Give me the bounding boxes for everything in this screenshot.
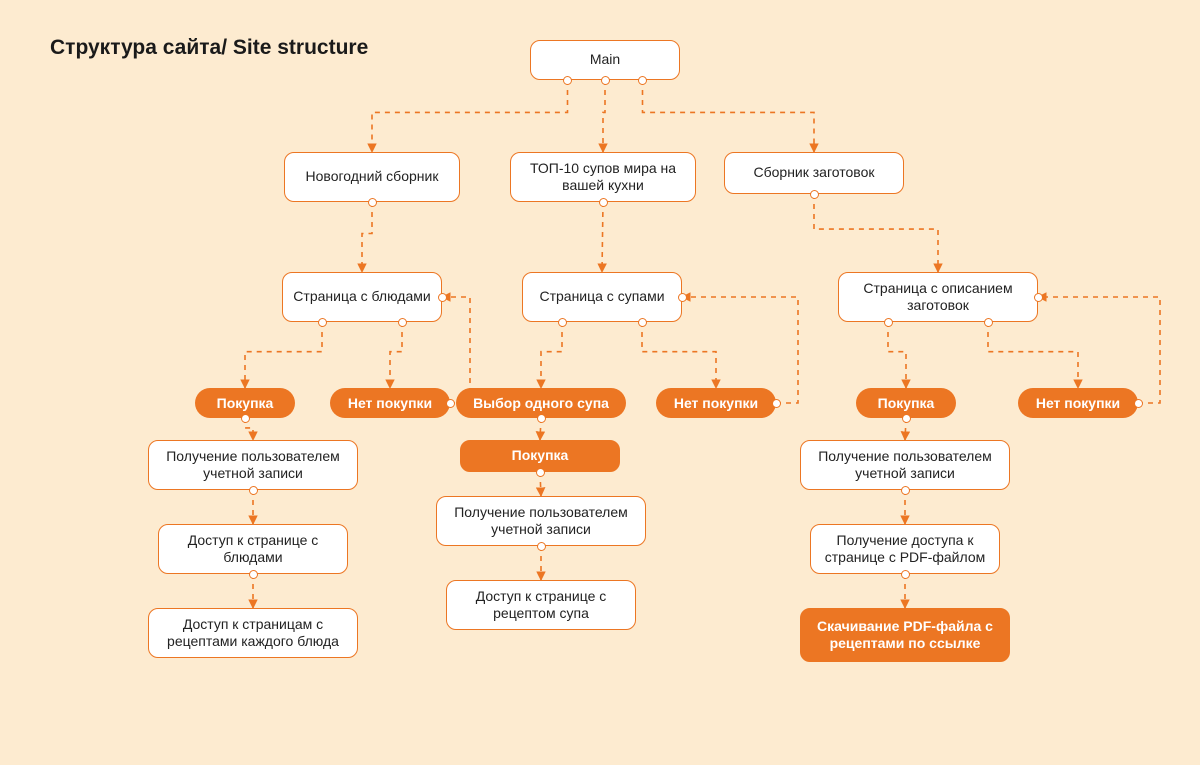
port — [901, 570, 910, 579]
node-d3a: Получение доступа к странице с PDF-файло… — [810, 524, 1000, 574]
port — [884, 318, 893, 327]
node-label: Страница с супами — [539, 288, 664, 306]
node-label: Выбор одного супа — [473, 395, 609, 411]
port — [902, 414, 911, 423]
node-label: Доступ к странице с рецептом супа — [457, 588, 625, 623]
node-label: Сборник заготовок — [754, 164, 875, 182]
node-acc1: Получение пользователем учетной записи — [148, 440, 358, 490]
port — [772, 399, 781, 408]
port — [1034, 293, 1043, 302]
node-label: ТОП-10 супов мира на вашей кухни — [521, 160, 685, 195]
edge-p_col3-buy3 — [888, 322, 906, 388]
edge-n_col1-p_col1 — [362, 202, 372, 272]
node-acc2: Получение пользователем учетной записи — [436, 496, 646, 546]
port — [601, 76, 610, 85]
node-label: Новогодний сборник — [306, 168, 439, 186]
node-n_col3: Сборник заготовок — [724, 152, 904, 194]
node-label: Доступ к странице с блюдами — [169, 532, 337, 567]
port — [984, 318, 993, 327]
port — [1134, 399, 1143, 408]
node-d1a: Доступ к странице с блюдами — [158, 524, 348, 574]
port — [241, 414, 250, 423]
node-label: Получение пользователем учетной записи — [447, 504, 635, 539]
node-label: Нет покупки — [674, 395, 758, 411]
port — [318, 318, 327, 327]
port — [599, 198, 608, 207]
node-label: Страница с блюдами — [293, 288, 430, 306]
edge-main-n_col3 — [643, 80, 815, 152]
edge-p_col1-nobuy1 — [390, 322, 402, 388]
node-d2b: Доступ к странице с рецептом супа — [446, 580, 636, 630]
node-label: Main — [590, 51, 620, 69]
edge-main-n_col2 — [603, 80, 605, 152]
edge-p_col2-nobuy2 — [642, 322, 716, 388]
edge-nobuy1-p_col1 — [442, 297, 470, 403]
port — [563, 76, 572, 85]
node-label: Покупка — [512, 447, 569, 465]
node-label: Покупка — [217, 395, 274, 411]
node-n_col1: Новогодний сборник — [284, 152, 460, 202]
edge-main-n_col1 — [372, 80, 568, 152]
node-n_col2: ТОП-10 супов мира на вашей кухни — [510, 152, 696, 202]
node-label: Получение пользователем учетной записи — [811, 448, 999, 483]
node-label: Получение пользователем учетной записи — [159, 448, 347, 483]
port — [249, 486, 258, 495]
node-nobuy1: Нет покупки — [330, 388, 450, 418]
edge-n_col2-p_col2 — [602, 202, 603, 272]
port — [446, 399, 455, 408]
port — [810, 190, 819, 199]
port — [537, 542, 546, 551]
port — [537, 414, 546, 423]
node-label: Страница с описанием заготовок — [849, 280, 1027, 315]
edge-n_col3-p_col3 — [814, 194, 938, 272]
port — [558, 318, 567, 327]
port — [398, 318, 407, 327]
diagram-canvas: Структура сайта/ Site structure Main Ново… — [0, 0, 1200, 765]
node-main: Main — [530, 40, 680, 80]
node-acc3: Получение пользователем учетной записи — [800, 440, 1010, 490]
node-p_col2: Страница с супами — [522, 272, 682, 322]
edge-p_col1-buy1 — [245, 322, 322, 388]
node-label: Получение доступа к странице с PDF-файло… — [821, 532, 989, 567]
node-label: Нет покупки — [348, 395, 432, 411]
edge-p_col3-nobuy3 — [988, 322, 1078, 388]
diagram-title: Структура сайта/ Site structure — [50, 36, 368, 60]
port — [249, 570, 258, 579]
node-nobuy3: Нет покупки — [1018, 388, 1138, 418]
port — [368, 198, 377, 207]
node-label: Скачивание PDF-файла с рецептами по ссыл… — [811, 618, 999, 653]
port — [678, 293, 687, 302]
node-d1b: Доступ к страницам с рецептами каждого б… — [148, 608, 358, 658]
node-d3b: Скачивание PDF-файла с рецептами по ссыл… — [800, 608, 1010, 662]
port — [638, 76, 647, 85]
port — [638, 318, 647, 327]
node-label: Доступ к страницам с рецептами каждого б… — [159, 616, 347, 651]
port — [438, 293, 447, 302]
port — [901, 486, 910, 495]
edge-p_col2-choose — [541, 322, 562, 388]
node-label: Нет покупки — [1036, 395, 1120, 411]
node-p_col3: Страница с описанием заготовок — [838, 272, 1038, 322]
port — [536, 468, 545, 477]
node-nobuy2: Нет покупки — [656, 388, 776, 418]
node-p_col1: Страница с блюдами — [282, 272, 442, 322]
node-label: Покупка — [878, 395, 935, 411]
